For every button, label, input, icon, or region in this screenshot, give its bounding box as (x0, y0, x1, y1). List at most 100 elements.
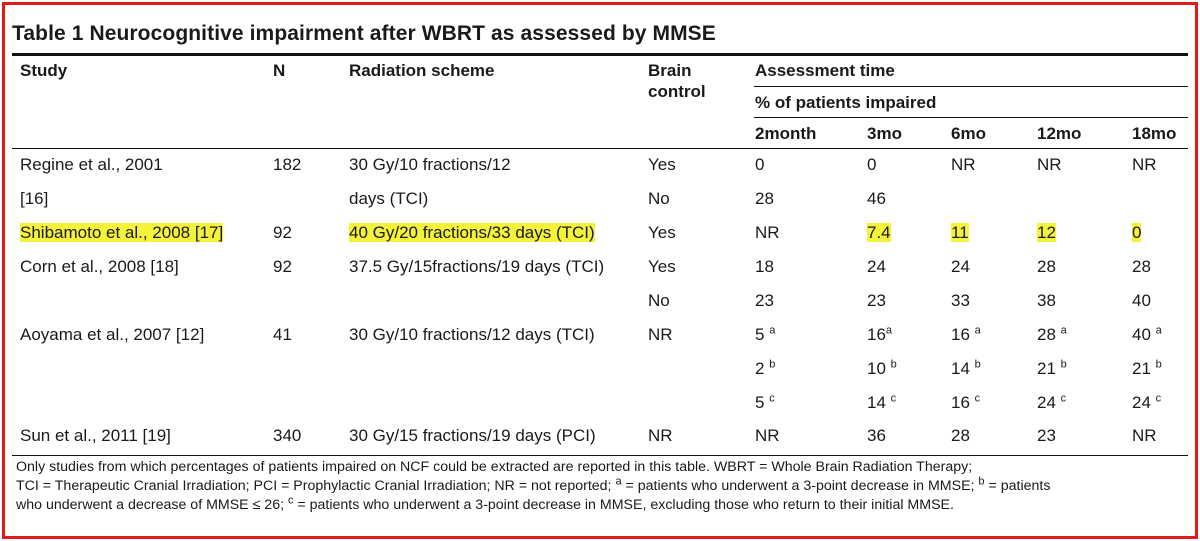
assessment-rule (754, 86, 1188, 87)
cell-scheme: 30 Gy/10 fractions/12 (349, 155, 511, 174)
header-12mo: 12mo (1037, 124, 1082, 143)
value: 10 (867, 359, 886, 378)
cell-3mo: 10 b (867, 358, 897, 380)
cell-n: 340 (273, 426, 302, 445)
footnote-marker: a (615, 475, 622, 488)
footnote-marker: c (974, 392, 981, 405)
cell-6mo: 16 c (951, 392, 980, 414)
cell-6mo: NR (951, 155, 976, 174)
table-footnote: Only studies from which percentages of p… (16, 458, 1184, 515)
header-percent-impaired: % of patients impaired (755, 93, 937, 112)
cell-3mo: 14 c (867, 392, 896, 414)
cell-6mo: 33 (951, 291, 970, 310)
value: 21 (1037, 359, 1056, 378)
footnote-marker: b (978, 475, 985, 488)
cell-2month: 0 (755, 155, 765, 174)
footnote-marker: b (1155, 358, 1162, 371)
cell-2month: 18 (755, 257, 774, 276)
cell-2month: 5 a (755, 324, 775, 346)
footnote-marker: c (1060, 392, 1067, 405)
header-n: N (273, 61, 286, 80)
cell-2month: 28 (755, 189, 774, 208)
footnote-line: who underwent a decrease of MMSE ≤ 26; c… (16, 494, 1184, 515)
footnote-text: = patients (984, 478, 1051, 494)
cell-control: NR (648, 426, 673, 445)
cell-scheme: 30 Gy/15 fractions/19 days (PCI) (349, 426, 596, 445)
cell-12mo: 24 c (1037, 392, 1066, 414)
cell-6mo: 28 (951, 426, 970, 445)
cell-2month: 2 b (755, 358, 775, 380)
header-3mo: 3mo (867, 124, 902, 143)
cell-n: 92 (273, 257, 292, 276)
cell-18mo: 24 c (1132, 392, 1161, 414)
top-rule (12, 53, 1188, 56)
cell-control: NR (648, 325, 673, 344)
footnote-text: TCI = Therapeutic Cranial Irradiation; P… (16, 478, 616, 494)
header-control: control (648, 82, 706, 101)
cell-12mo: 21 b (1037, 358, 1067, 380)
table-bottom-rule (12, 455, 1188, 456)
cell-study: Corn et al., 2008 [18] (20, 257, 179, 276)
cell-3mo: 0 (867, 155, 877, 174)
cell-18mo: 21 b (1132, 358, 1162, 380)
cell-3mo: 24 (867, 257, 886, 276)
header-study: Study (20, 61, 68, 80)
header-bottom-rule (12, 148, 1188, 149)
cell-18mo: 28 (1132, 257, 1151, 276)
cell-3mo: 46 (867, 189, 886, 208)
footnote-text: = patients who underwent a 3-point decre… (621, 478, 979, 494)
cell-scheme: 30 Gy/10 fractions/12 days (TCI) (349, 325, 595, 344)
footnote-marker: a (885, 324, 893, 337)
value: 40 (1132, 325, 1151, 344)
footnote-marker: c (769, 392, 775, 405)
cell-12mo: 23 (1037, 426, 1056, 445)
footnote-line: TCI = Therapeutic Cranial Irradiation; P… (16, 475, 1184, 496)
highlighted-text: 11 (951, 223, 969, 242)
cell-6mo: 16 a (951, 324, 981, 346)
highlighted-text: 40 Gy/20 fractions/33 days (TCI) (349, 223, 595, 242)
value: 24 (1037, 393, 1056, 412)
cell-control: Yes (648, 257, 676, 276)
cell-12mo-highlighted: 12 (1037, 222, 1056, 244)
cell-2month: 23 (755, 291, 774, 310)
table-title: Table 1 Neurocognitive impairment after … (12, 22, 716, 45)
cell-control: Yes (648, 155, 676, 174)
footnote-marker: c (287, 494, 294, 507)
cell-3mo-highlighted: 7.4 (867, 222, 891, 244)
cell-2month: NR (755, 426, 780, 445)
footnote-marker: b (1060, 358, 1067, 371)
footnote-marker: b (769, 358, 776, 371)
cell-3mo: 36 (867, 426, 886, 445)
cell-12mo: NR (1037, 155, 1062, 174)
footnote-text: = patients who underwent a 3-point decre… (293, 497, 954, 513)
cell-control: No (648, 291, 670, 310)
cell-3mo: 16a (867, 324, 892, 346)
header-18mo: 18mo (1132, 124, 1177, 143)
header-brain: Brain (648, 61, 692, 80)
value: 28 (1037, 325, 1056, 344)
cell-12mo: 28 (1037, 257, 1056, 276)
value: 16 (951, 325, 970, 344)
header-2month: 2month (755, 124, 817, 143)
footnote-text: who underwent a decrease of MMSE ≤ 26; (16, 497, 288, 513)
value: 24 (1132, 393, 1151, 412)
cell-6mo-highlighted: 11 (951, 222, 969, 244)
footnote-marker: c (890, 392, 897, 405)
cell-2month: 5 c (755, 392, 775, 414)
header-radiation-scheme: Radiation scheme (349, 61, 495, 80)
cell-control: No (648, 189, 670, 208)
header-6mo: 6mo (951, 124, 986, 143)
cell-18mo: NR (1132, 155, 1157, 174)
cell-scheme: days (TCI) (349, 189, 429, 208)
value: 16 (867, 325, 886, 344)
value: 21 (1132, 359, 1151, 378)
cell-study: Regine et al., 2001 (20, 155, 163, 174)
header-assessment-time: Assessment time (755, 61, 895, 80)
cell-study-highlighted: Shibamoto et al., 2008 [17] (20, 222, 224, 244)
cell-18mo-highlighted: 0 (1132, 222, 1142, 244)
cell-18mo: 40 a (1132, 324, 1162, 346)
cell-6mo: 14 b (951, 358, 981, 380)
footnote-marker: b (974, 358, 981, 371)
footnote-marker: c (1155, 392, 1162, 405)
footnote-marker: a (769, 324, 776, 337)
